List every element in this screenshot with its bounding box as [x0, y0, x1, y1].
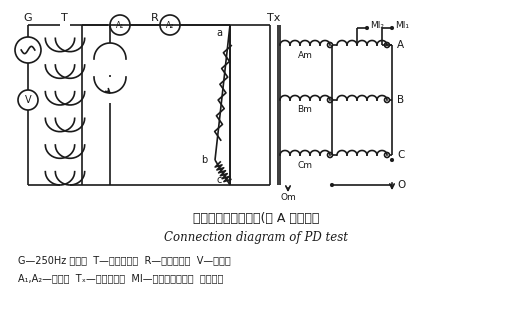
Text: A₁,A₂—电流表  Tₓ—被试变压器  MI—局部放电检测仪  工程技术: A₁,A₂—电流表 Tₓ—被试变压器 MI—局部放电检测仪 工程技术 [18, 273, 223, 283]
Circle shape [390, 26, 394, 30]
Text: Connection diagram of PD test: Connection diagram of PD test [164, 231, 348, 245]
Text: Om: Om [280, 193, 296, 202]
Text: MI₂: MI₂ [370, 22, 384, 30]
Text: O: O [397, 180, 406, 190]
Text: A: A [397, 40, 404, 50]
Text: T: T [60, 13, 68, 23]
Text: Bm: Bm [297, 106, 312, 115]
Text: Cm: Cm [297, 160, 312, 169]
Text: a: a [216, 28, 222, 38]
Circle shape [15, 37, 41, 63]
Text: Am: Am [297, 50, 312, 59]
Text: C: C [397, 150, 404, 160]
Text: V: V [25, 95, 31, 105]
Circle shape [110, 15, 130, 35]
Text: A₁: A₁ [116, 21, 124, 30]
Circle shape [160, 15, 180, 35]
Text: b: b [201, 155, 207, 165]
Circle shape [365, 26, 369, 30]
Circle shape [390, 158, 394, 162]
Text: c: c [217, 175, 222, 185]
Circle shape [18, 90, 38, 110]
Text: MI₁: MI₁ [395, 22, 409, 30]
Text: A₂: A₂ [166, 21, 174, 30]
Text: G: G [24, 13, 32, 23]
Text: R: R [151, 13, 159, 23]
Text: G—250Hz 发电机  T—试验变压器  R—补偿电抗器  V—电压表: G—250Hz 发电机 T—试验变压器 R—补偿电抗器 V—电压表 [18, 255, 231, 265]
Text: Tx: Tx [267, 13, 281, 23]
Text: B: B [397, 95, 404, 105]
Circle shape [330, 183, 334, 187]
Text: 局部放电试验接线图(以 A 相为例）: 局部放电试验接线图(以 A 相为例） [193, 212, 319, 224]
